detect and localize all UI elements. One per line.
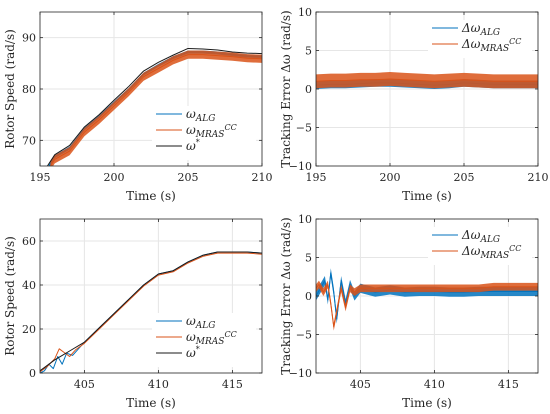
series-group xyxy=(316,72,538,89)
x-tick-label: 405 xyxy=(74,378,95,391)
y-tick-label: −10 xyxy=(289,160,312,173)
legend-box xyxy=(428,20,532,58)
legend-box xyxy=(152,106,256,160)
y-tick-label: 0 xyxy=(305,290,312,303)
plot-frame xyxy=(39,218,263,374)
legend-entry: ωALG xyxy=(186,314,215,331)
series-2-line xyxy=(40,252,262,373)
y-tick-label: −5 xyxy=(296,122,312,135)
chart-panel-1: 195 200 205 210 70 80 90 Time (s) Rotor Speed (r… xyxy=(3,11,273,203)
y-tick-label: −5 xyxy=(296,329,312,342)
x-tick-label: 405 xyxy=(350,378,371,391)
series-2-line xyxy=(49,54,262,166)
legend-box xyxy=(152,313,256,367)
y-axis-label: Rotor Speed (rad/s) xyxy=(3,236,17,356)
y-axis-label: Rotor Speed (rad/s) xyxy=(3,29,17,149)
series-2-line xyxy=(316,283,538,328)
x-tick-label: 195 xyxy=(30,171,51,184)
x-tick-label: 200 xyxy=(104,171,125,184)
legend-entry: ΔωMRASCC xyxy=(461,244,521,261)
y-tick-label: 0 xyxy=(305,83,312,96)
series-2-band xyxy=(316,72,538,89)
series-2-band xyxy=(50,50,262,166)
y-tick-label: 20 xyxy=(22,323,36,336)
legend-entry: ΔωMRASCC xyxy=(461,37,521,54)
y-tick-label: 5 xyxy=(305,45,312,58)
x-axis-label: Time (s) xyxy=(126,396,176,410)
legend-entry: ΔωALG xyxy=(461,228,500,245)
series-group xyxy=(40,251,262,373)
x-tick-label: 205 xyxy=(178,171,199,184)
series-1-band xyxy=(316,268,538,324)
legend-entry: ΔωALG xyxy=(461,21,500,38)
series-group xyxy=(316,268,538,331)
legend-box xyxy=(428,227,532,265)
legend-entry: ω* xyxy=(186,138,200,153)
x-tick-label: 415 xyxy=(222,378,243,391)
series-3-line xyxy=(40,251,262,372)
series-group xyxy=(46,47,262,166)
y-tick-label: 80 xyxy=(22,83,36,96)
y-tick-label: 5 xyxy=(305,252,312,265)
y-tick-label: 10 xyxy=(298,213,312,226)
x-tick-label: 210 xyxy=(528,171,549,184)
y-tick-label: 10 xyxy=(298,6,312,19)
y-tick-label: 0 xyxy=(29,367,36,380)
chart-panel-4: 405 410 415 −10 −5 0 5 10 Time (s) Tracking Error… xyxy=(279,213,539,410)
legend-entry: ω* xyxy=(186,345,200,360)
x-tick-label: 415 xyxy=(498,378,519,391)
y-tick-label: 70 xyxy=(22,134,36,147)
x-tick-label: 195 xyxy=(306,171,327,184)
chart-panel-3: 405 410 415 0 20 40 60 Time (s) Rotor Speed (rad… xyxy=(3,218,263,410)
y-tick-label: 40 xyxy=(22,279,36,292)
x-tick-label: 410 xyxy=(148,378,169,391)
legend-entry: ωMRASCC xyxy=(186,123,237,140)
series-2-band xyxy=(316,280,538,331)
x-tick-label: 210 xyxy=(252,171,273,184)
y-tick-label: 60 xyxy=(22,235,36,248)
chart-panel-2: 195 200 205 210 −10 −5 0 5 10 Time (s) Tracking Er… xyxy=(279,6,549,203)
y-axis-label: Tracking Error Δω (rad/s) xyxy=(279,217,293,374)
y-axis-label: Tracking Error Δω (rad/s) xyxy=(279,10,293,167)
x-tick-label: 410 xyxy=(424,378,445,391)
x-axis-label: Time (s) xyxy=(126,189,176,203)
series-3-line xyxy=(46,47,262,166)
x-tick-label: 205 xyxy=(454,171,475,184)
x-axis-label: Time (s) xyxy=(402,189,452,203)
y-tick-label: −10 xyxy=(289,367,312,380)
legend-entry: ωMRASCC xyxy=(186,330,237,347)
series-2-line xyxy=(316,78,538,82)
legend-entry: ωALG xyxy=(186,107,215,124)
x-tick-label: 200 xyxy=(380,171,401,184)
y-tick-label: 90 xyxy=(22,32,36,45)
x-axis-label: Time (s) xyxy=(402,396,452,410)
